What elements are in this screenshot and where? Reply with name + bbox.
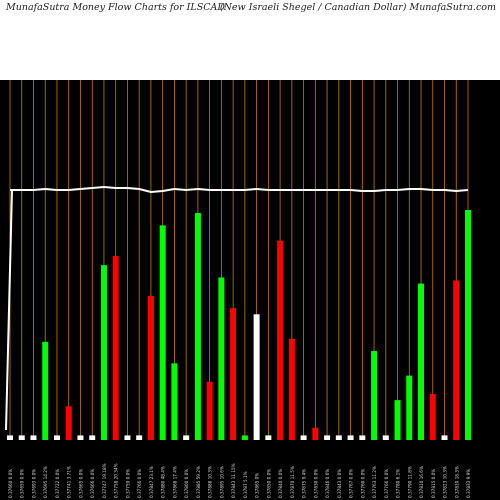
bar	[465, 210, 471, 440]
bar	[347, 435, 354, 440]
x-tick-label: 0.37660 0.0%	[8, 469, 13, 498]
bar	[300, 435, 307, 440]
x-tick-label: 0.37870 11.5%	[290, 466, 295, 498]
bar	[382, 435, 389, 440]
bar	[89, 435, 96, 440]
x-tick-label: 0.37888 10.3%	[208, 466, 213, 498]
plot-background	[0, 80, 500, 500]
bar	[265, 435, 272, 440]
x-tick-label: 0.37830 0.0%	[313, 469, 318, 498]
bar	[136, 435, 143, 440]
x-tick-label: 0.37741 3.71%	[67, 466, 72, 498]
x-tick-label: 0.37693 0.0%	[31, 469, 36, 498]
x-tick-label: 0.37760 0.0%	[360, 469, 365, 498]
x-tick-label: 0.37747 19.18%	[102, 463, 107, 498]
bar	[324, 435, 331, 440]
x-tick-label: 0.37840 0.0%	[278, 469, 283, 498]
bar	[288, 338, 295, 440]
x-tick-label: 0.37868 17.4%	[172, 466, 177, 498]
bars	[7, 210, 471, 440]
bar	[241, 435, 248, 440]
bar	[112, 256, 119, 440]
x-tick-label: 0.37885 59.2%	[196, 466, 201, 498]
bar	[77, 435, 84, 440]
x-tick-label: 0.37843 0.0%	[337, 469, 342, 498]
x-tick-label: 0.37766 0.0%	[137, 469, 142, 498]
x-tick-label: 0.37843 11.15%	[231, 463, 236, 498]
x-tick-label: 0.37767 0.0%	[349, 469, 354, 498]
bar	[53, 435, 60, 440]
x-tick-label: 0.37695 14.2%	[43, 466, 48, 498]
flow-line-layer	[5, 185, 469, 431]
x-tick-label: 0.37659 0.0%	[20, 469, 25, 498]
bar	[159, 225, 166, 440]
x-tick-label: 0.37850 0.0%	[266, 469, 271, 498]
bar	[30, 435, 37, 440]
bar	[124, 435, 131, 440]
bar	[218, 277, 225, 440]
x-tick-label: 0.37880 48.4%	[161, 466, 166, 498]
x-tick-label: 0.3787 5.1%	[243, 471, 248, 498]
bar	[183, 435, 190, 440]
x-tick-label: 0.37665 0.0%	[78, 469, 83, 498]
x-tick-label: 0.37823 10.3%	[443, 466, 448, 498]
bar	[194, 213, 201, 440]
bar	[230, 308, 237, 440]
tick-labels: 0.37660 0.0% 0.37659 0.0% 0.37693 0.0% 0.37…	[8, 463, 471, 498]
bar	[42, 341, 49, 440]
bar	[441, 435, 448, 440]
x-tick-label: 0.37895 10.6%	[219, 466, 224, 498]
x-tick-label: 0.37790 11.8%	[407, 466, 412, 498]
x-tick-label: 0.37800 0.0%	[184, 469, 189, 498]
flow-line	[5, 185, 469, 431]
x-tick-label: 0.37875 9.4%	[302, 469, 307, 498]
x-tick-label: 0.37780 6.1%	[396, 469, 401, 498]
x-tick-label: 0.37810 16.6%	[419, 466, 424, 498]
bar	[418, 283, 425, 440]
bar	[429, 394, 436, 440]
bar	[453, 280, 460, 440]
x-tick-label: 0.37865 0%	[255, 473, 260, 498]
x-tick-label: 0.37847 23.1%	[149, 466, 154, 498]
x-tick-label: 0.37763 11.2%	[372, 466, 377, 498]
bar	[359, 435, 366, 440]
bar	[18, 435, 25, 440]
bar	[335, 435, 342, 440]
x-tick-label: 0.37833 9.9%	[466, 469, 471, 498]
bar	[100, 265, 107, 440]
bar	[277, 240, 284, 440]
bar	[65, 406, 72, 440]
x-tick-label: 0.37666 0.0%	[90, 469, 95, 498]
bar	[394, 400, 401, 440]
x-tick-label: 0.37766 0.0%	[384, 469, 389, 498]
bar	[371, 351, 378, 440]
bar	[312, 427, 319, 440]
chart-title: MunafaSutra Money Flow Charts for ILSCAD	[6, 2, 225, 13]
bar	[147, 295, 154, 440]
x-tick-label: 0.37722 0.0%	[55, 469, 60, 498]
x-tick-label: 0.37815 0.0%	[431, 469, 436, 498]
x-tick-label: 0.37759 0.0%	[125, 469, 130, 498]
bar	[253, 314, 260, 440]
x-tick-label: 0.37846 0.6%	[325, 469, 330, 498]
bar	[206, 381, 213, 440]
bar	[7, 435, 13, 440]
bar	[406, 375, 413, 440]
x-tick-label: 0.37810 18.3%	[454, 466, 459, 498]
chart-subtitle: (New Israeli Shegel / Canadian Dollar) M…	[219, 2, 496, 13]
bar	[171, 363, 178, 440]
x-tick-label: 0.37758 20.34%	[114, 463, 119, 498]
